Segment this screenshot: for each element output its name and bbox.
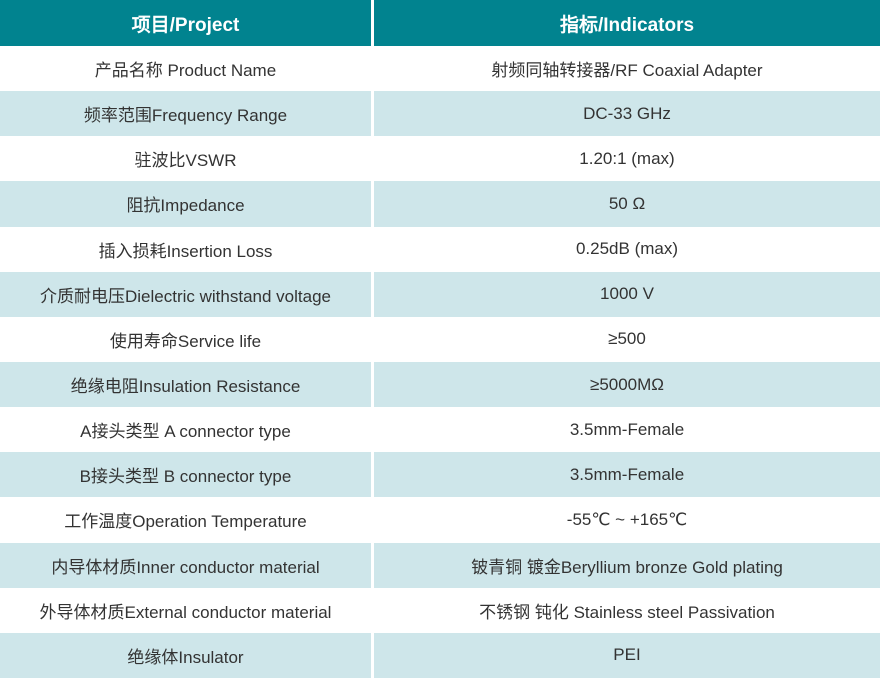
- table-row: 绝缘体Insulator PEI: [0, 632, 880, 678]
- table-row: 产品名称 Product Name 射频同轴转接器/RF Coaxial Ada…: [0, 46, 880, 92]
- table-row: 工作温度Operation Temperature -55℃ ~ +165℃: [0, 497, 880, 543]
- project-cell: 介质耐电压Dielectric withstand voltage: [0, 271, 371, 317]
- project-cell: 绝缘体Insulator: [0, 632, 371, 678]
- indicator-cell: ≥500: [374, 316, 880, 362]
- indicator-cell: 1.20:1 (max): [374, 136, 880, 182]
- table-header-row: 项目/Project 指标/Indicators: [0, 0, 880, 46]
- indicator-cell: 1000 V: [374, 271, 880, 317]
- project-cell: 工作温度Operation Temperature: [0, 497, 371, 543]
- project-cell: 使用寿命Service life: [0, 316, 371, 362]
- table-row: B接头类型 B connector type 3.5mm-Female: [0, 452, 880, 498]
- table-row: 内导体材质Inner conductor material 铍青铜 镀金Bery…: [0, 542, 880, 588]
- project-cell: 驻波比VSWR: [0, 136, 371, 182]
- header-cell-project: 项目/Project: [0, 0, 371, 46]
- indicator-cell: 射频同轴转接器/RF Coaxial Adapter: [374, 46, 880, 92]
- table-row: 绝缘电阻Insulation Resistance ≥5000MΩ: [0, 361, 880, 408]
- table-row: 阻抗Impedance 50 Ω: [0, 181, 880, 227]
- project-cell: A接头类型 A connector type: [0, 407, 371, 453]
- indicator-cell: ≥5000MΩ: [374, 361, 880, 408]
- table-row: 使用寿命Service life ≥500: [0, 316, 880, 362]
- indicator-cell: PEI: [374, 632, 880, 678]
- project-cell: 产品名称 Product Name: [0, 46, 371, 92]
- table-row: 驻波比VSWR 1.20:1 (max): [0, 136, 880, 182]
- project-cell: 外导体材质External conductor material: [0, 587, 371, 633]
- project-cell: 插入损耗Insertion Loss: [0, 226, 371, 272]
- table-row: 频率范围Frequency Range DC-33 GHz: [0, 91, 880, 137]
- indicator-cell: 3.5mm-Female: [374, 452, 880, 498]
- indicator-cell: 不锈钢 钝化 Stainless steel Passivation: [374, 587, 880, 633]
- project-cell: 绝缘电阻Insulation Resistance: [0, 361, 371, 408]
- header-cell-indicators: 指标/Indicators: [374, 0, 880, 46]
- table-row: 外导体材质External conductor material 不锈钢 钝化 …: [0, 587, 880, 633]
- indicator-cell: 铍青铜 镀金Beryllium bronze Gold plating: [374, 542, 880, 588]
- table-row: 介质耐电压Dielectric withstand voltage 1000 V: [0, 271, 880, 317]
- indicator-cell: 50 Ω: [374, 181, 880, 227]
- indicator-cell: 0.25dB (max): [374, 226, 880, 272]
- project-cell: 内导体材质Inner conductor material: [0, 542, 371, 588]
- indicator-cell: DC-33 GHz: [374, 91, 880, 137]
- indicator-cell: 3.5mm-Female: [374, 407, 880, 453]
- project-cell: 阻抗Impedance: [0, 181, 371, 227]
- project-cell: 频率范围Frequency Range: [0, 91, 371, 137]
- project-cell: B接头类型 B connector type: [0, 452, 371, 498]
- indicator-cell: -55℃ ~ +165℃: [374, 497, 880, 543]
- table-row: A接头类型 A connector type 3.5mm-Female: [0, 407, 880, 453]
- table-row: 插入损耗Insertion Loss 0.25dB (max): [0, 226, 880, 272]
